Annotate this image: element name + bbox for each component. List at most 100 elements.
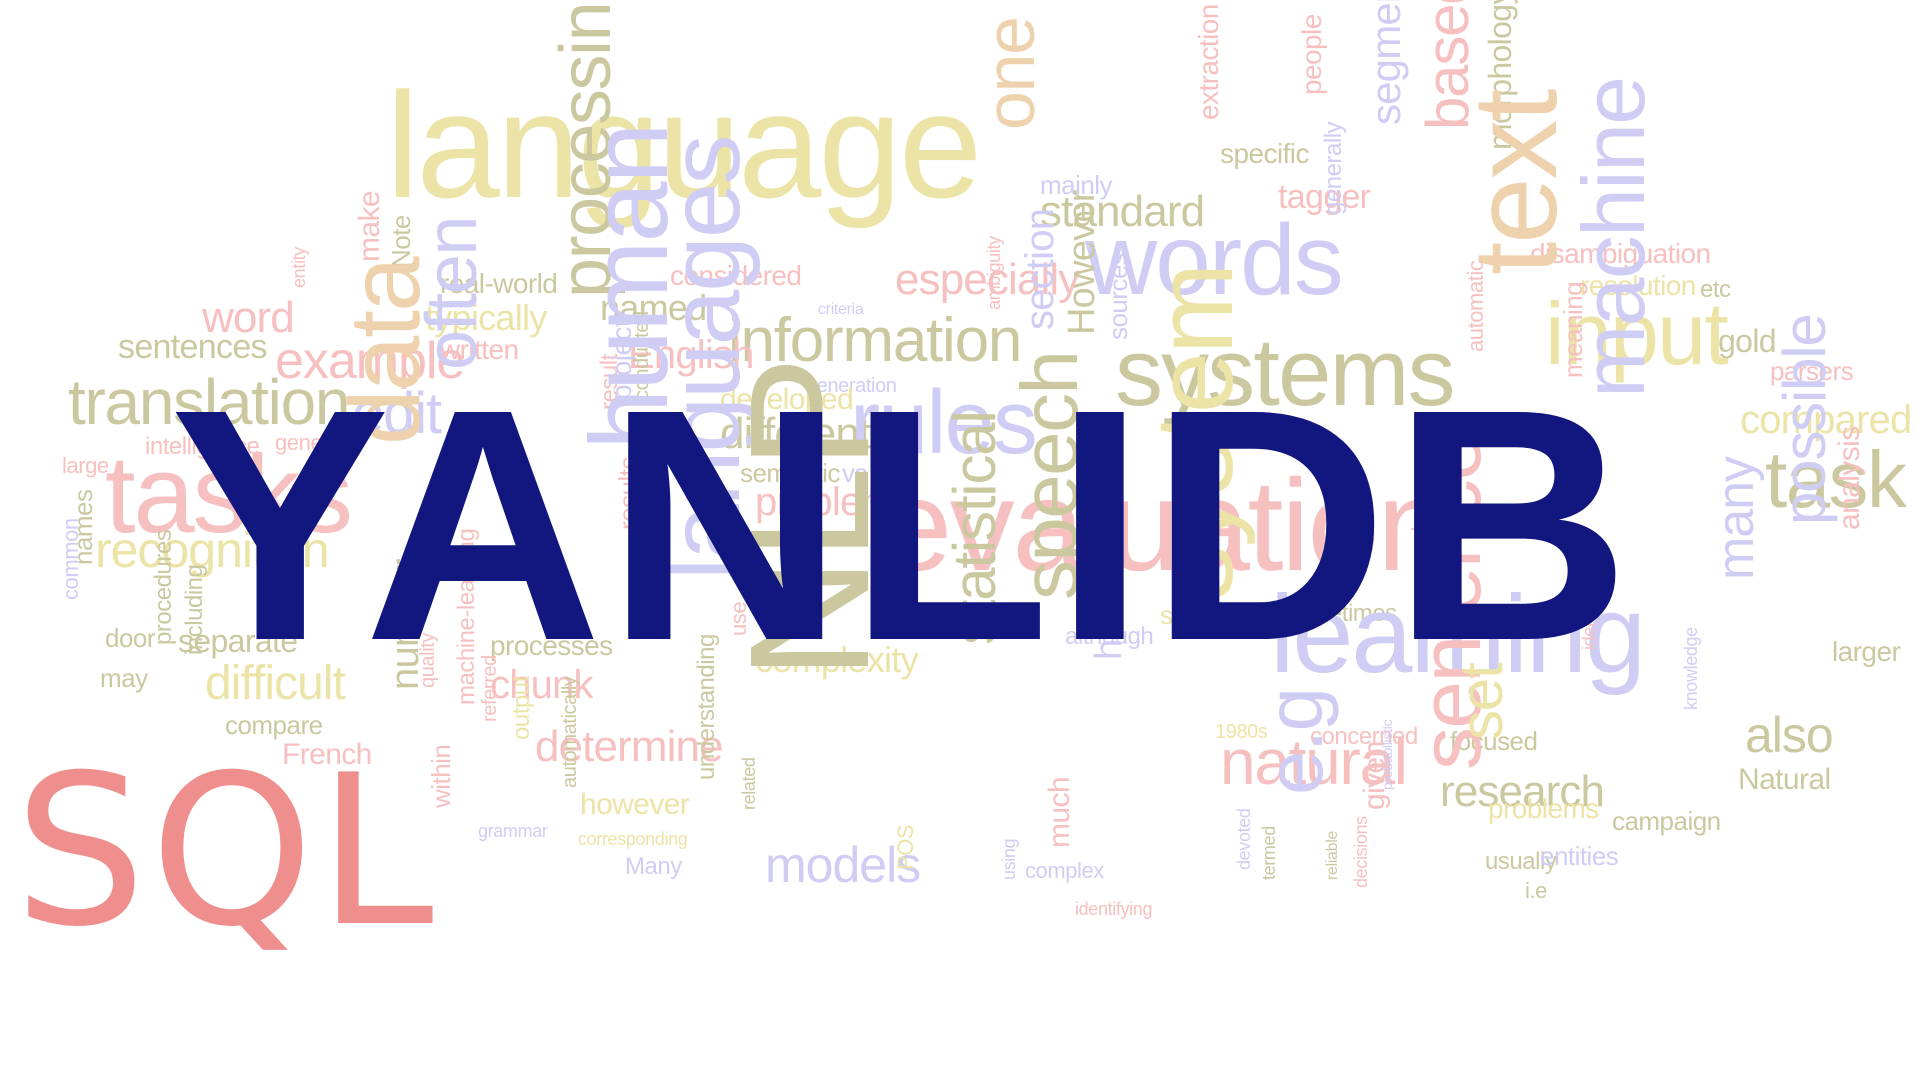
cloud-word: termed: [1259, 826, 1279, 880]
cloud-word: English: [628, 333, 754, 377]
cloud-word: people: [1296, 14, 1327, 95]
cloud-word: however: [580, 788, 690, 821]
cloud-word: complex: [1025, 858, 1104, 883]
cloud-word: ambiguity: [984, 236, 1004, 310]
cloud-word: 1980s: [1215, 721, 1268, 743]
cloud-word: complexity: [755, 639, 919, 680]
cloud-word: different: [720, 409, 871, 458]
cloud-word: chunk: [490, 663, 594, 707]
cloud-word: translation: [68, 366, 350, 438]
cloud-word: entities: [1540, 841, 1619, 871]
cloud-word: However: [1061, 190, 1103, 335]
cloud-word: mainly: [1040, 170, 1113, 200]
cloud-word: larger: [1832, 636, 1901, 667]
cloud-word: task: [1765, 435, 1907, 524]
cloud-word: French: [282, 738, 372, 771]
cloud-word: separate: [178, 623, 298, 659]
cloud-word: generally: [1320, 121, 1347, 215]
cloud-word: sources: [1103, 252, 1133, 340]
cloud-word: recognition: [95, 522, 330, 578]
cloud-word: learning: [1270, 573, 1646, 696]
cloud-word: vs: [842, 458, 867, 488]
cloud-word: edit: [352, 381, 442, 446]
cloud-word: grammar: [478, 821, 548, 841]
cloud-word: parsers: [1770, 356, 1854, 386]
cloud-word: usually: [1485, 848, 1557, 875]
cloud-word: campaign: [1612, 806, 1721, 836]
cloud-word: natural: [1220, 726, 1408, 798]
cloud-word: segmentation: [1362, 0, 1409, 125]
cloud-word: semantic: [740, 458, 840, 488]
cloud-word: probabilistic: [1379, 719, 1395, 790]
cloud-word: example: [275, 332, 465, 390]
cloud-word: etc: [1700, 276, 1731, 303]
cloud-word: general: [275, 430, 346, 455]
cloud-word: sometimes: [1285, 600, 1397, 627]
cloud-word: POS: [893, 824, 918, 870]
cloud-word: focused: [1450, 726, 1538, 756]
cloud-word: sentences: [118, 328, 268, 366]
cloud-word: research: [1440, 767, 1605, 816]
cloud-word: Natural: [1738, 763, 1831, 796]
cloud-word: although: [1065, 623, 1154, 650]
cloud-word: one: [971, 17, 1049, 130]
cloud-word: possible: [1771, 314, 1838, 525]
cloud-word: information: [728, 306, 1022, 375]
cloud-word: word: [202, 293, 295, 342]
sql-label: SQL: [14, 731, 438, 973]
cloud-word: door: [105, 623, 155, 653]
cloud-word: problem: [755, 480, 895, 524]
cloud-word: decisions: [1351, 816, 1371, 888]
cloud-word: input: [1545, 284, 1729, 383]
cloud-word: criteria: [818, 301, 864, 318]
cloud-word: written: [440, 334, 519, 365]
cloud-word: generation: [806, 375, 897, 397]
cloud-word: many: [1707, 457, 1765, 580]
cloud-word: corresponding: [578, 829, 688, 849]
cloud-word: automatic: [1463, 260, 1488, 352]
cloud-word: evaluation: [880, 452, 1449, 598]
cloud-word: intelligence: [145, 433, 260, 460]
cloud-word: using: [999, 838, 1019, 880]
cloud-word: standard: [1040, 187, 1205, 236]
cloud-word: also: [1745, 707, 1834, 763]
cloud-word: tasks: [105, 433, 353, 556]
cloud-word: reliable: [1324, 830, 1341, 880]
cloud-word: knowledge: [1681, 627, 1701, 710]
cloud-word: tagger: [1278, 178, 1371, 216]
cloud-word: serve: [1160, 600, 1222, 630]
main-title: YANLIDB: [170, 340, 1635, 709]
cloud-word: rules: [850, 373, 1038, 473]
cloud-word: text: [1448, 91, 1582, 275]
cloud-word: analysis: [1833, 426, 1866, 530]
cloud-word: developed: [720, 383, 854, 416]
cloud-word: Many: [625, 853, 682, 880]
cloud-word: real-world: [440, 268, 558, 299]
cloud-word: gold: [1718, 323, 1777, 359]
cloud-word: entity: [289, 247, 309, 288]
cloud-word: named: [600, 287, 707, 328]
cloud-word: resolution: [1580, 270, 1696, 301]
cloud-word: add: [1475, 609, 1501, 626]
cloud-word: devoted: [1234, 808, 1254, 870]
cloud-word: language: [386, 61, 982, 229]
cloud-word: models: [765, 837, 921, 893]
cloud-word: section: [1018, 208, 1062, 330]
cloud-word: considered: [670, 260, 802, 291]
cloud-word: compared: [1740, 398, 1912, 442]
cloud-word: large: [62, 453, 109, 478]
cloud-word: identifying: [1075, 899, 1153, 919]
cloud-word: i.e: [1525, 878, 1547, 903]
cloud-word: specific: [1220, 138, 1309, 169]
cloud-word: determine: [535, 722, 724, 771]
cloud-word: processes: [490, 630, 613, 661]
cloud-word: common: [58, 518, 83, 600]
cloud-word: related: [739, 757, 759, 810]
cloud-word: disambiguation: [1530, 238, 1711, 269]
cloud-word: problems: [1488, 793, 1599, 824]
cloud-word: may: [100, 663, 148, 693]
cloud-word: words: [1085, 204, 1344, 316]
cloud-word: typically: [425, 297, 547, 338]
cloud-word: systems: [1115, 319, 1456, 426]
